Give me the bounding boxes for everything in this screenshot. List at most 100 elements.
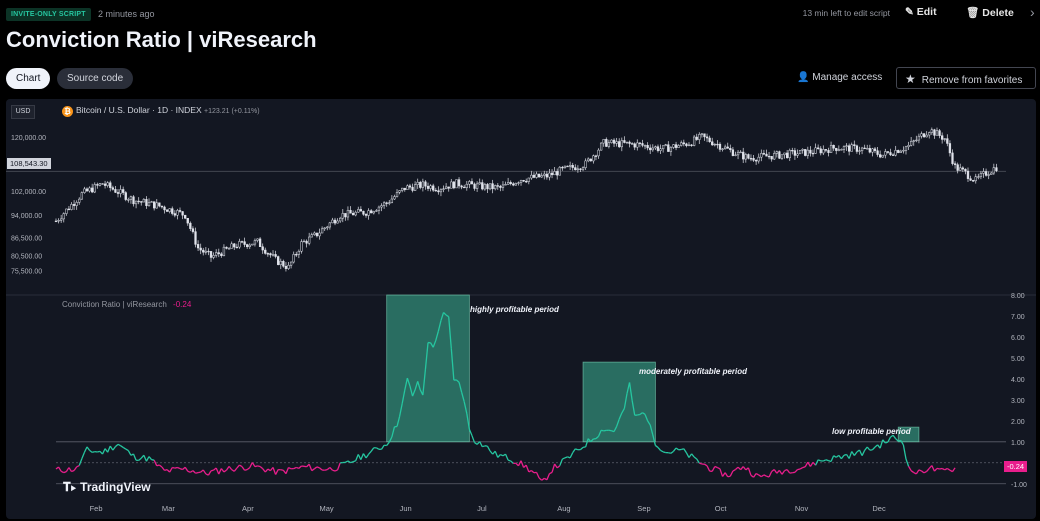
month-tick-label: Nov [795, 504, 809, 513]
indicator-segment [597, 430, 602, 437]
indicator-segment [546, 473, 551, 481]
candle-body [271, 254, 275, 256]
indicator-axis: 8.007.006.005.004.003.002.001.000.00-1.0… [56, 293, 1027, 489]
candle-body [388, 202, 391, 204]
indicator-segment [107, 445, 111, 453]
delete-button[interactable]: 🗑 Delete [966, 6, 1014, 19]
indicator-segment [691, 453, 695, 458]
price-tick-label: 94,000.00 [11, 213, 42, 220]
candle-body [354, 211, 357, 216]
indicator-segment [613, 426, 618, 432]
candle-body [558, 166, 561, 176]
candle-body [277, 256, 280, 265]
candle-body [618, 141, 621, 148]
indicator-segment [621, 408, 625, 414]
candle-body [289, 261, 293, 266]
indicator-segment [329, 467, 333, 471]
indicator-segment [830, 455, 835, 462]
candle-body [370, 210, 373, 214]
indicator-segment [316, 466, 320, 469]
candle-body [987, 174, 990, 176]
candle-body [930, 129, 933, 133]
indicator-segment [941, 467, 946, 471]
candle-body [339, 217, 342, 222]
candle-body [395, 191, 399, 197]
candle-body [801, 149, 804, 151]
tab-source-code[interactable]: Source code [57, 68, 134, 89]
candle-body [238, 241, 241, 248]
indicator-segment [885, 441, 889, 444]
candle-body [341, 213, 344, 219]
candle-body [512, 183, 515, 186]
candle-body [483, 184, 487, 190]
indicator-segment [778, 469, 783, 475]
indicator-segment [717, 466, 721, 470]
indicator-segment [494, 450, 499, 458]
manage-access-button[interactable]: 👤 Manage access [797, 72, 882, 83]
candle-body [543, 173, 546, 176]
indicator-segment [637, 413, 641, 416]
indicator-segment [719, 468, 724, 477]
indicator-segment [275, 469, 279, 475]
candle-body [778, 151, 781, 159]
currency-badge[interactable]: USD [11, 105, 35, 119]
candle-body [478, 182, 481, 185]
indicator-segment [931, 465, 936, 472]
indicator-segment [151, 459, 155, 461]
indicator-segment [83, 446, 88, 453]
indicator-segment [840, 454, 845, 460]
indicator-segment [724, 472, 729, 478]
indicator-segment [296, 466, 300, 470]
candle-body [189, 222, 192, 229]
tradingview-icon: 𝐓▸ [63, 480, 77, 494]
candle-body [509, 182, 512, 184]
candle-body [589, 158, 592, 162]
profit-box [386, 294, 470, 443]
candle-body [680, 142, 683, 146]
indicator-segment [936, 467, 940, 470]
indicator-segment [63, 470, 67, 474]
candle-body [437, 190, 440, 193]
indicator-segment [370, 447, 375, 452]
indicator-segment [528, 469, 532, 473]
edit-button[interactable]: ✎ Edit [905, 6, 937, 18]
candle-body [470, 181, 474, 185]
indicator-segment [898, 439, 901, 442]
candle-body [261, 246, 264, 251]
indicator-segment [298, 465, 302, 469]
indicator-segment [804, 461, 809, 468]
candle-body [93, 184, 96, 193]
indicator-segment [125, 448, 129, 452]
indicator-segment [156, 464, 160, 467]
candle-body [163, 206, 166, 211]
symbol-header[interactable]: ₿ Bitcoin / U.S. Dollar · 1D · INDEX +123… [62, 105, 260, 117]
indicator-segment [572, 448, 576, 454]
indicator-segment [662, 451, 666, 454]
candle-body [199, 247, 202, 251]
indicator-segment [866, 446, 871, 451]
indicator-segment [729, 470, 734, 477]
indicator-segment [551, 463, 556, 473]
candle-body [284, 265, 288, 269]
indicator-segment [608, 429, 612, 432]
indicator-segment [76, 464, 80, 468]
candle-body [432, 185, 435, 191]
remove-favorites-button[interactable]: ★ Remove from favorites [896, 67, 1036, 89]
candle-body [982, 171, 985, 174]
indicator-segment [567, 456, 571, 459]
candle-body [739, 151, 742, 154]
candle-body [463, 186, 466, 189]
indicator-segment [908, 466, 912, 472]
chart-panel[interactable]: 120,000.00 102,000.00 94,000.00 86,500.00 80… [6, 99, 1036, 519]
indicator-segment [833, 455, 837, 458]
indicator-segment [463, 401, 468, 414]
candle-body [60, 218, 63, 221]
indicator-segment [500, 453, 504, 457]
close-icon[interactable]: › [1030, 4, 1035, 20]
indicator-header[interactable]: Conviction Ratio | viResearch -0.24 [62, 300, 191, 309]
candle-body [150, 201, 153, 203]
tab-chart[interactable]: Chart [6, 68, 51, 89]
candle-body [106, 182, 109, 186]
indicator-segment [471, 435, 476, 443]
profit-box [582, 361, 656, 443]
